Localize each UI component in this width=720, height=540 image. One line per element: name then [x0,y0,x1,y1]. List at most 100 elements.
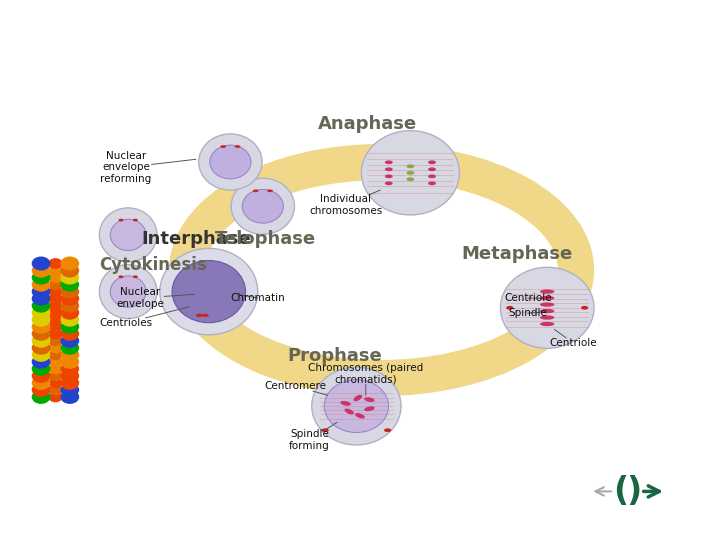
Circle shape [32,355,50,369]
Circle shape [60,369,79,383]
Circle shape [48,321,63,332]
Text: Centrioles: Centrioles [99,307,189,328]
Circle shape [48,258,63,269]
Ellipse shape [384,167,392,171]
Ellipse shape [133,219,138,221]
Text: Spindle
forming: Spindle forming [289,422,337,451]
Circle shape [48,363,63,374]
Circle shape [60,306,79,320]
Text: Telophase: Telophase [215,230,315,248]
Circle shape [60,383,79,397]
Circle shape [60,327,79,341]
Circle shape [48,356,63,367]
Text: Chromatin: Chromatin [230,293,285,303]
Circle shape [60,285,79,299]
Circle shape [48,279,63,290]
Circle shape [32,376,50,390]
Ellipse shape [428,181,436,185]
Circle shape [48,272,63,283]
Circle shape [32,369,50,383]
Text: Centriole: Centriole [504,293,552,303]
Ellipse shape [506,306,513,310]
Ellipse shape [199,134,262,190]
Circle shape [48,328,63,339]
Ellipse shape [540,302,554,307]
Text: Spindle: Spindle [508,308,547,318]
Ellipse shape [406,164,415,168]
Circle shape [48,370,63,381]
Ellipse shape [118,219,124,221]
Ellipse shape [242,190,284,223]
Ellipse shape [540,315,554,320]
Ellipse shape [196,314,203,317]
Circle shape [60,313,79,327]
Ellipse shape [312,367,401,445]
Circle shape [48,314,63,325]
Ellipse shape [231,178,294,234]
Circle shape [32,383,50,397]
Circle shape [32,278,50,292]
Ellipse shape [540,289,554,294]
Ellipse shape [322,428,329,432]
Text: Centromere: Centromere [264,381,328,395]
Circle shape [32,362,50,376]
Ellipse shape [540,322,554,326]
Circle shape [32,348,50,362]
Text: Interphase: Interphase [141,230,251,248]
Ellipse shape [110,276,146,307]
Ellipse shape [110,219,146,251]
Ellipse shape [99,265,157,319]
Text: Nuclear
envelope
reforming: Nuclear envelope reforming [100,151,196,184]
Circle shape [32,299,50,313]
Ellipse shape [428,174,436,178]
Ellipse shape [428,167,436,171]
Circle shape [60,278,79,292]
Circle shape [48,335,63,346]
Circle shape [60,264,79,278]
Circle shape [48,349,63,360]
Circle shape [32,327,50,341]
Ellipse shape [160,248,258,335]
Circle shape [48,342,63,353]
Text: (: ( [613,475,629,508]
Circle shape [60,355,79,369]
Circle shape [60,320,79,334]
Ellipse shape [99,208,157,262]
Ellipse shape [384,174,392,178]
Ellipse shape [172,260,246,323]
Ellipse shape [118,275,124,278]
Circle shape [32,320,50,334]
Circle shape [60,256,79,271]
Text: ): ) [626,475,642,508]
Text: Anaphase: Anaphase [318,115,417,133]
Circle shape [32,285,50,299]
Ellipse shape [384,160,392,164]
Ellipse shape [235,145,240,148]
Ellipse shape [428,160,436,164]
Circle shape [48,307,63,318]
Circle shape [60,299,79,313]
Text: Individual
chromosomes: Individual chromosomes [309,190,382,216]
Ellipse shape [324,380,389,433]
Ellipse shape [354,395,362,401]
Circle shape [32,390,50,404]
Text: Centriole: Centriole [549,329,597,348]
Circle shape [60,348,79,362]
Circle shape [48,286,63,297]
Circle shape [32,271,50,285]
Ellipse shape [406,177,415,181]
Circle shape [48,384,63,395]
Circle shape [60,376,79,390]
Circle shape [60,271,79,285]
Circle shape [60,334,79,348]
Ellipse shape [406,171,415,174]
Ellipse shape [540,309,554,313]
Text: Metaphase: Metaphase [462,245,572,263]
Circle shape [60,390,79,404]
Circle shape [48,265,63,276]
Circle shape [32,306,50,320]
Circle shape [60,292,79,306]
Ellipse shape [361,131,459,215]
Circle shape [32,256,50,271]
Ellipse shape [344,409,354,414]
